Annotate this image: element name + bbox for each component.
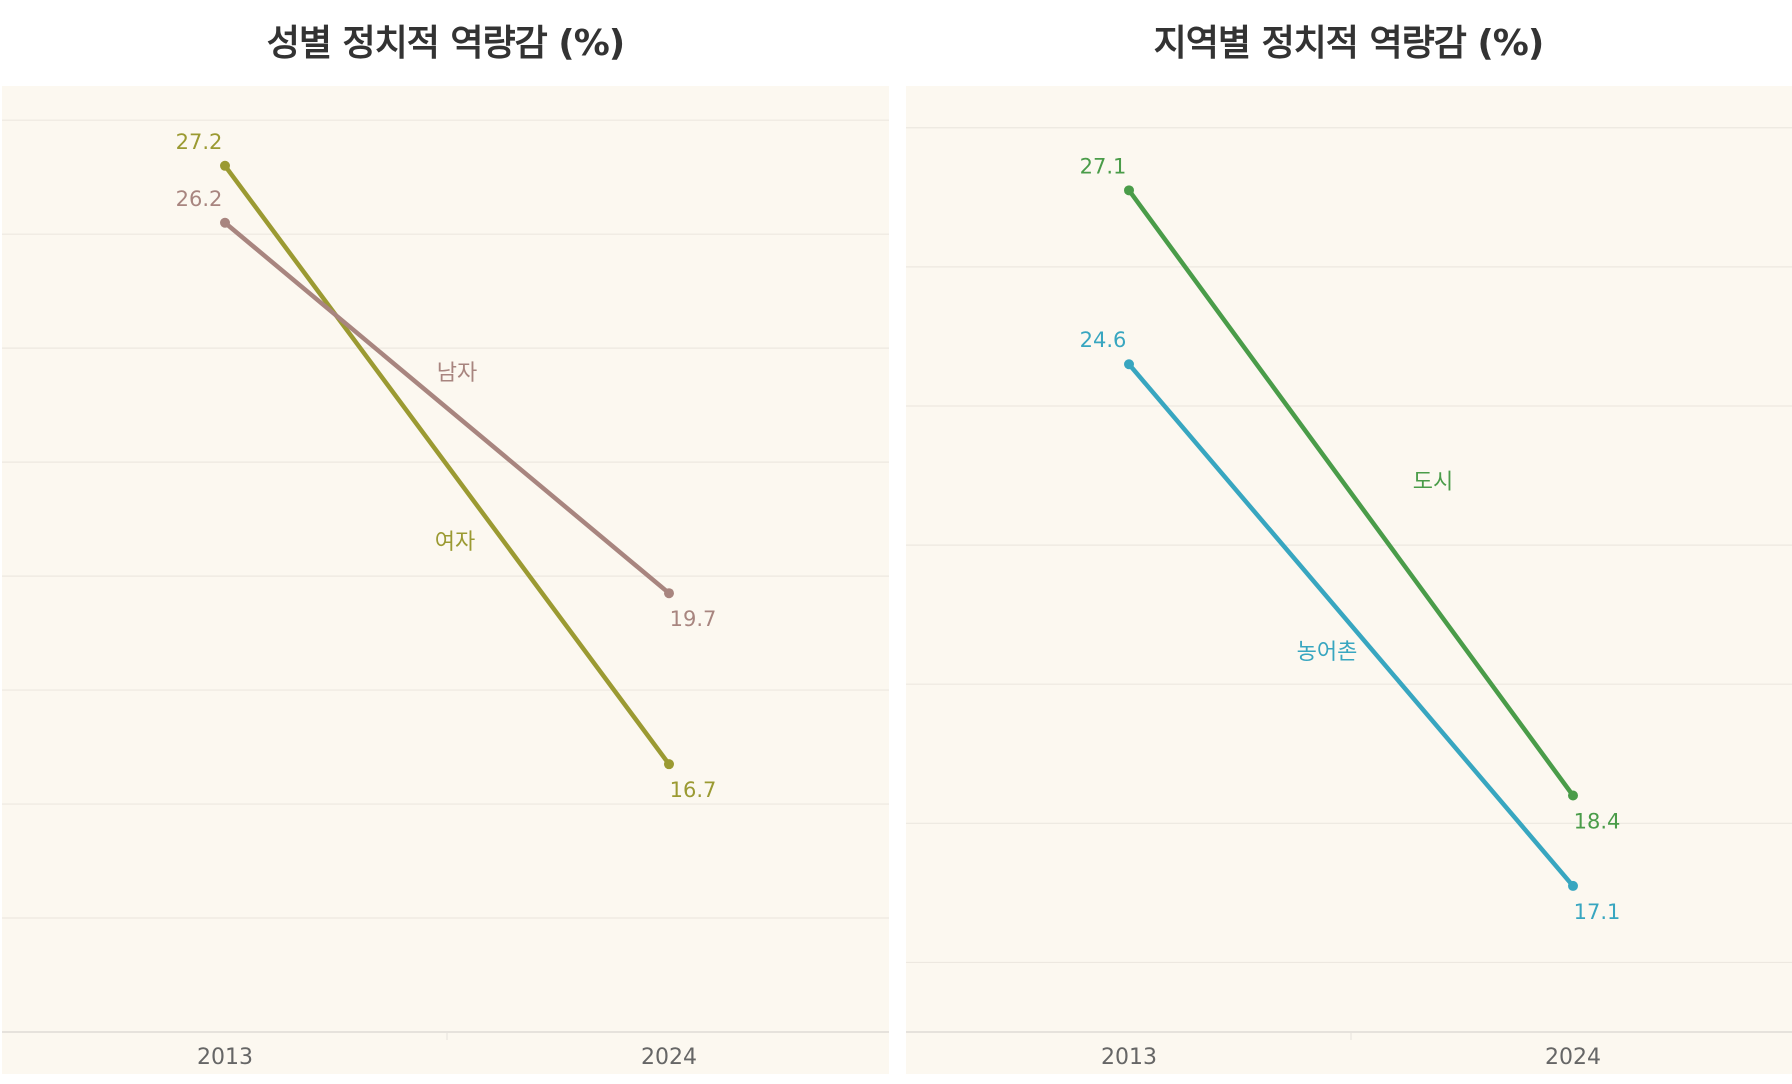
- data-point: [1124, 185, 1134, 196]
- series-line-남자: [222, 220, 672, 596]
- data-label: 27.2: [176, 130, 223, 154]
- x-tick-label: 2024: [1545, 1045, 1601, 1070]
- chart-title-gender: 성별 정치적 역량감 (%): [266, 23, 626, 64]
- data-point: [664, 759, 674, 770]
- series-name-label: 여자: [435, 530, 475, 555]
- x-tick-label: 2013: [1101, 1045, 1157, 1070]
- data-point: [220, 217, 230, 228]
- plot-background: [906, 86, 1792, 1074]
- data-point: [1568, 880, 1578, 891]
- data-label: 17.1: [1574, 900, 1621, 924]
- series-line-도시: [1126, 188, 1576, 798]
- data-point: [664, 588, 674, 599]
- data-label: 26.2: [176, 187, 223, 211]
- chart-title-region: 지역별 정치적 역량감 (%): [1153, 23, 1545, 64]
- series-name-label: 남자: [437, 361, 477, 386]
- series-line-여자: [222, 163, 672, 767]
- data-label: 19.7: [670, 607, 717, 631]
- series-name-label: 도시: [1413, 470, 1453, 495]
- series-name-label: 농어촌: [1297, 640, 1358, 665]
- data-point: [1568, 790, 1578, 801]
- plot-background: [2, 86, 889, 1074]
- data-label: 16.7: [670, 778, 717, 802]
- x-tick-label: 2024: [641, 1045, 697, 1070]
- x-tick-label: 2013: [197, 1045, 253, 1070]
- data-label: 18.4: [1574, 810, 1621, 834]
- data-point: [1124, 359, 1134, 370]
- data-point: [220, 160, 230, 171]
- data-label: 27.1: [1080, 154, 1127, 178]
- data-label: 24.6: [1080, 328, 1127, 352]
- series-line-농어촌: [1126, 361, 1576, 889]
